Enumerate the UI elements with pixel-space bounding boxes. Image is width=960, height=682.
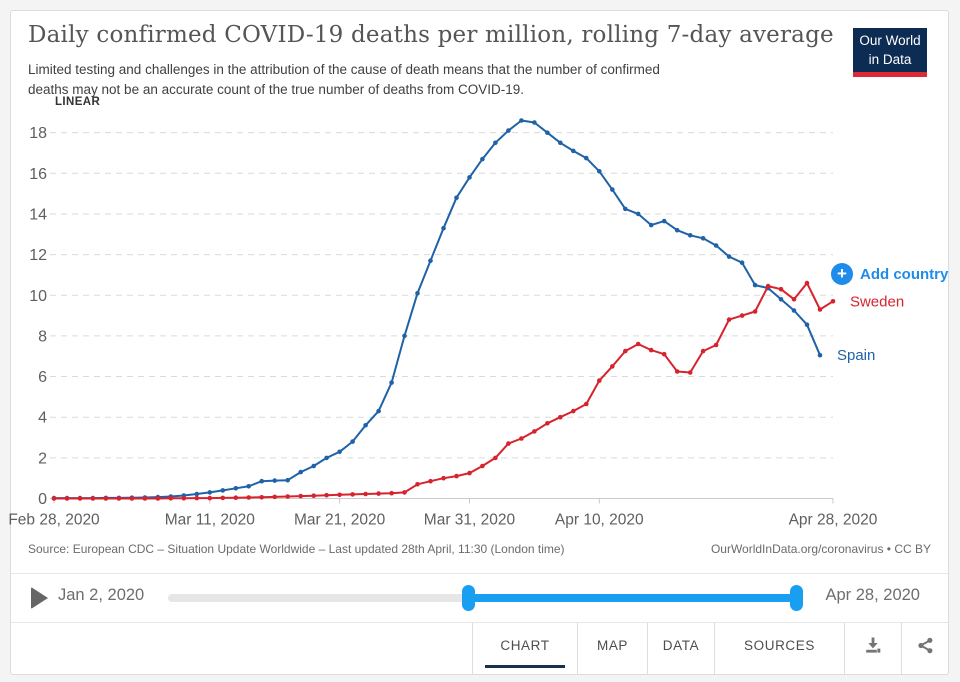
source-text: Source: European CDC – Situation Update … — [28, 542, 565, 556]
scale-toggle-linear[interactable]: LINEAR — [55, 96, 101, 108]
svg-text:Mar 21, 2020: Mar 21, 2020 — [294, 512, 386, 529]
svg-text:Feb 28, 2020: Feb 28, 2020 — [8, 512, 100, 529]
subtitle-line-2: deaths may not be an accurate count of t… — [28, 82, 525, 98]
logo-line-2: in Data — [868, 51, 912, 67]
svg-text:Apr 10, 2020: Apr 10, 2020 — [555, 512, 644, 529]
divider — [11, 573, 948, 574]
logo-line-1: Our World — [859, 33, 921, 48]
play-icon[interactable] — [31, 587, 48, 609]
tab-map[interactable]: MAP — [577, 623, 647, 675]
download-button[interactable] — [844, 623, 901, 675]
timeline-selected-range[interactable] — [468, 594, 800, 602]
subtitle-line-1: Limited testing and challenges in the at… — [28, 62, 660, 77]
share-button[interactable] — [901, 623, 948, 675]
timeline-handle-start[interactable] — [462, 585, 475, 611]
divider — [11, 622, 948, 623]
svg-text:0: 0 — [38, 491, 47, 508]
page-title: Daily confirmed COVID-19 deaths per mill… — [28, 22, 834, 48]
owid-logo[interactable]: Our World in Data — [853, 28, 927, 77]
svg-text:16: 16 — [29, 166, 47, 183]
timeline-end-label: Apr 28, 2020 — [825, 586, 921, 604]
add-country-button[interactable]: + Add country — [831, 263, 948, 285]
series-label-spain: Spain — [837, 347, 875, 364]
add-country-label: Add country — [860, 265, 949, 283]
timeline-bar: Jan 2, 2020 Apr 28, 2020 — [11, 574, 948, 622]
svg-text:2: 2 — [38, 450, 47, 467]
svg-text:6: 6 — [38, 369, 47, 386]
attribution-text: OurWorldInData.org/coronavirus • CC BY — [710, 542, 931, 556]
svg-text:8: 8 — [38, 328, 47, 345]
timeline-slider[interactable] — [168, 585, 803, 611]
svg-text:Apr 28, 2020: Apr 28, 2020 — [789, 512, 878, 529]
tab-bar: CHART MAP DATA SOURCES — [472, 623, 948, 675]
tab-chart[interactable]: CHART — [472, 623, 577, 675]
svg-text:12: 12 — [29, 247, 47, 264]
chart-canvas: 0 2 4 6 8 10 12 14 16 18 Feb 28, 2020 Mar 11, 2020 M… — [8, 118, 904, 529]
timeline-handle-end[interactable] — [790, 585, 803, 611]
chart-card: Daily confirmed COVID-19 deaths per mill… — [8, 10, 949, 675]
timeline-start-label: Jan 2, 2020 — [58, 586, 145, 604]
svg-text:10: 10 — [29, 288, 47, 305]
svg-text:4: 4 — [38, 410, 47, 427]
plus-circle-icon: + — [831, 263, 853, 285]
tab-sources[interactable]: SOURCES — [714, 623, 844, 675]
svg-text:Mar 11, 2020: Mar 11, 2020 — [165, 512, 256, 529]
tab-data[interactable]: DATA — [647, 623, 714, 675]
footer: Source: European CDC – Situation Update … — [28, 542, 931, 556]
series-label-sweden: Sweden — [850, 293, 904, 310]
svg-text:18: 18 — [29, 125, 47, 142]
svg-text:14: 14 — [29, 206, 47, 223]
share-icon — [917, 637, 932, 653]
svg-text:Mar 31, 2020: Mar 31, 2020 — [424, 512, 516, 529]
chart-subtitle: Limited testing and challenges in the at… — [28, 60, 660, 101]
download-icon — [866, 637, 881, 653]
